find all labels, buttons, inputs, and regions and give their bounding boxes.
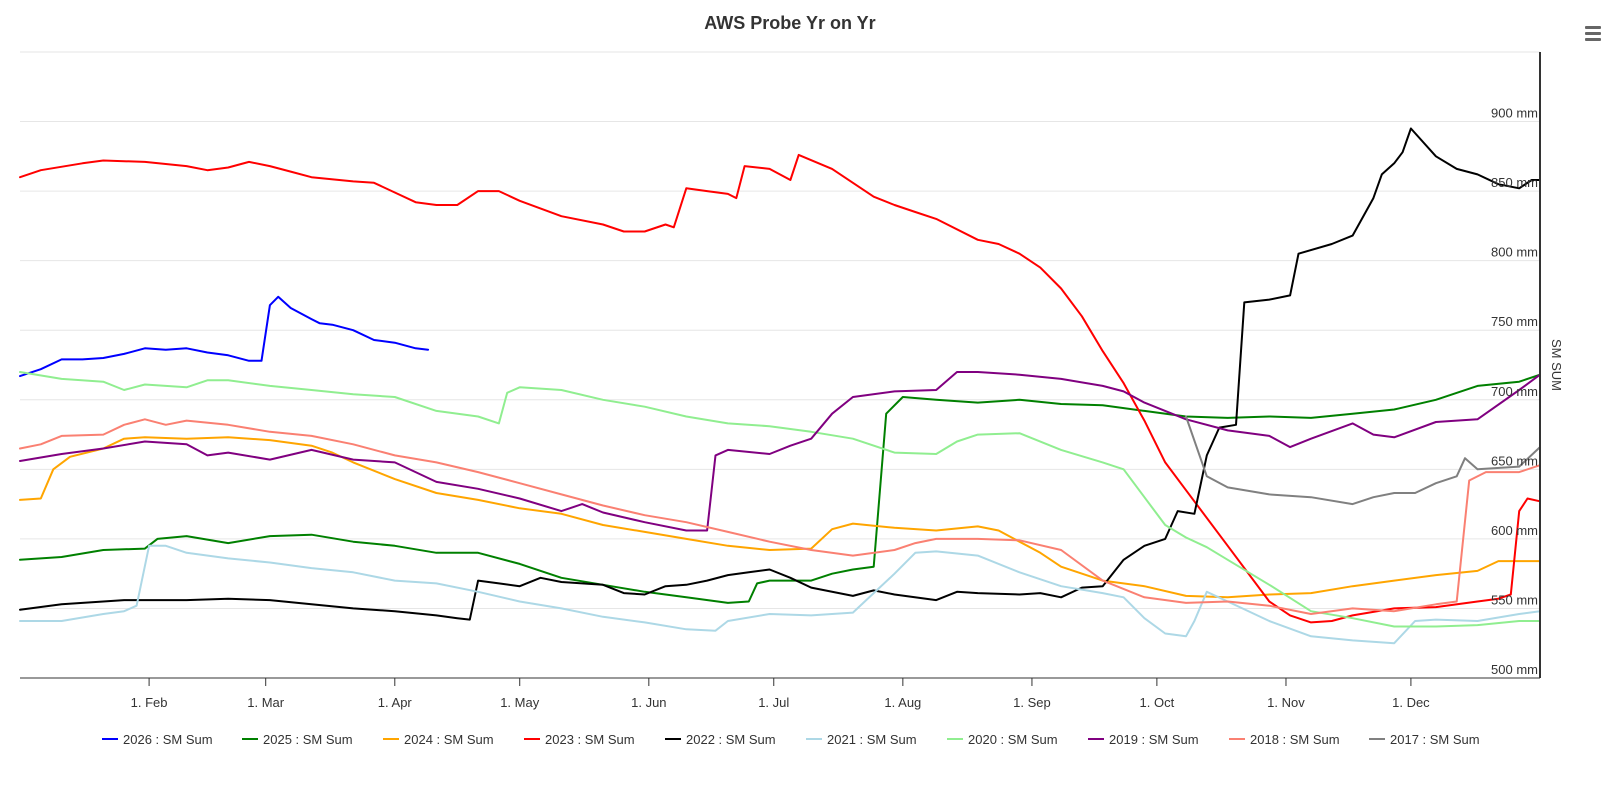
series-lines bbox=[19, 127, 1541, 645]
y-tick-label: 800 mm bbox=[1491, 245, 1538, 260]
x-tick-label: 1. Feb bbox=[131, 695, 168, 710]
grid-lines bbox=[20, 51, 1540, 679]
legend-item[interactable]: 2022 : SM Sum bbox=[665, 732, 776, 747]
legend-item[interactable]: 2019 : SM Sum bbox=[1088, 732, 1199, 747]
legend-item[interactable]: 2020 : SM Sum bbox=[947, 732, 1058, 747]
legend-label: 2026 : SM Sum bbox=[123, 732, 213, 747]
legend-item[interactable]: 2026 : SM Sum bbox=[102, 732, 213, 747]
x-tick-label: 1. Aug bbox=[884, 695, 921, 710]
y-tick-label: 600 mm bbox=[1491, 523, 1538, 538]
axes bbox=[20, 52, 1541, 679]
series-line[interactable] bbox=[19, 371, 1541, 628]
y-tick-label: 500 mm bbox=[1491, 662, 1538, 677]
series-line[interactable] bbox=[19, 153, 1541, 624]
x-tick-label: 1. May bbox=[500, 695, 540, 710]
legend-item[interactable]: 2023 : SM Sum bbox=[524, 732, 635, 747]
x-tick-label: 1. Jul bbox=[758, 695, 789, 710]
legend-item[interactable]: 2017 : SM Sum bbox=[1369, 732, 1480, 747]
legend-label: 2023 : SM Sum bbox=[545, 732, 635, 747]
series-line[interactable] bbox=[19, 418, 1541, 615]
y-axis-ticks: 500 mm 550 mm 600 mm 650 mm 700 mm 750 mm 800 … bbox=[1491, 106, 1538, 677]
legend-label: 2025 : SM Sum bbox=[263, 732, 353, 747]
y-tick-label: 900 mm bbox=[1491, 106, 1538, 121]
legend-label: 2024 : SM Sum bbox=[404, 732, 494, 747]
series-line[interactable] bbox=[19, 436, 1541, 599]
legend-label: 2022 : SM Sum bbox=[686, 732, 776, 747]
x-tick-label: 1. Oct bbox=[1140, 695, 1175, 710]
legend: 2026 : SM Sum 2025 : SM Sum 2024 : SM Sum 2… bbox=[102, 732, 1480, 747]
legend-item[interactable]: 2024 : SM Sum bbox=[383, 732, 494, 747]
legend-label: 2021 : SM Sum bbox=[827, 732, 917, 747]
x-tick-label: 1. Apr bbox=[378, 695, 413, 710]
y-tick-label: 700 mm bbox=[1491, 384, 1538, 399]
y-tick-label: 850 mm bbox=[1491, 175, 1538, 190]
legend-label: 2020 : SM Sum bbox=[968, 732, 1058, 747]
y-tick-label: 750 mm bbox=[1491, 314, 1538, 329]
series-line[interactable] bbox=[19, 373, 1541, 604]
x-tick-label: 1. Dec bbox=[1392, 695, 1430, 710]
legend-label: 2018 : SM Sum bbox=[1250, 732, 1340, 747]
legend-label: 2017 : SM Sum bbox=[1390, 732, 1480, 747]
series-line[interactable] bbox=[19, 127, 1541, 621]
x-tick-label: 1. Nov bbox=[1267, 695, 1305, 710]
series-line[interactable] bbox=[19, 544, 1541, 645]
x-tick-label: 1. Mar bbox=[247, 695, 285, 710]
series-line[interactable] bbox=[1185, 415, 1541, 506]
legend-item[interactable]: 2025 : SM Sum bbox=[242, 732, 353, 747]
series-line[interactable] bbox=[19, 371, 1541, 532]
legend-item[interactable]: 2018 : SM Sum bbox=[1229, 732, 1340, 747]
series-line[interactable] bbox=[19, 295, 430, 378]
y-tick-label: 550 mm bbox=[1491, 592, 1538, 607]
hamburger-menu-icon[interactable] bbox=[1583, 22, 1607, 44]
x-tick-label: 1. Jun bbox=[631, 695, 666, 710]
x-tick-label: 1. Sep bbox=[1013, 695, 1051, 710]
y-axis-title: SM SUM bbox=[1549, 339, 1564, 391]
x-axis-ticks: 1. Feb 1. Mar 1. Apr 1. May 1. Jun 1. Jul 1. A… bbox=[131, 678, 1430, 710]
legend-item[interactable]: 2021 : SM Sum bbox=[806, 732, 917, 747]
chart-title: AWS Probe Yr on Yr bbox=[704, 13, 875, 33]
y-tick-label: 650 mm bbox=[1491, 453, 1538, 468]
legend-label: 2019 : SM Sum bbox=[1109, 732, 1199, 747]
